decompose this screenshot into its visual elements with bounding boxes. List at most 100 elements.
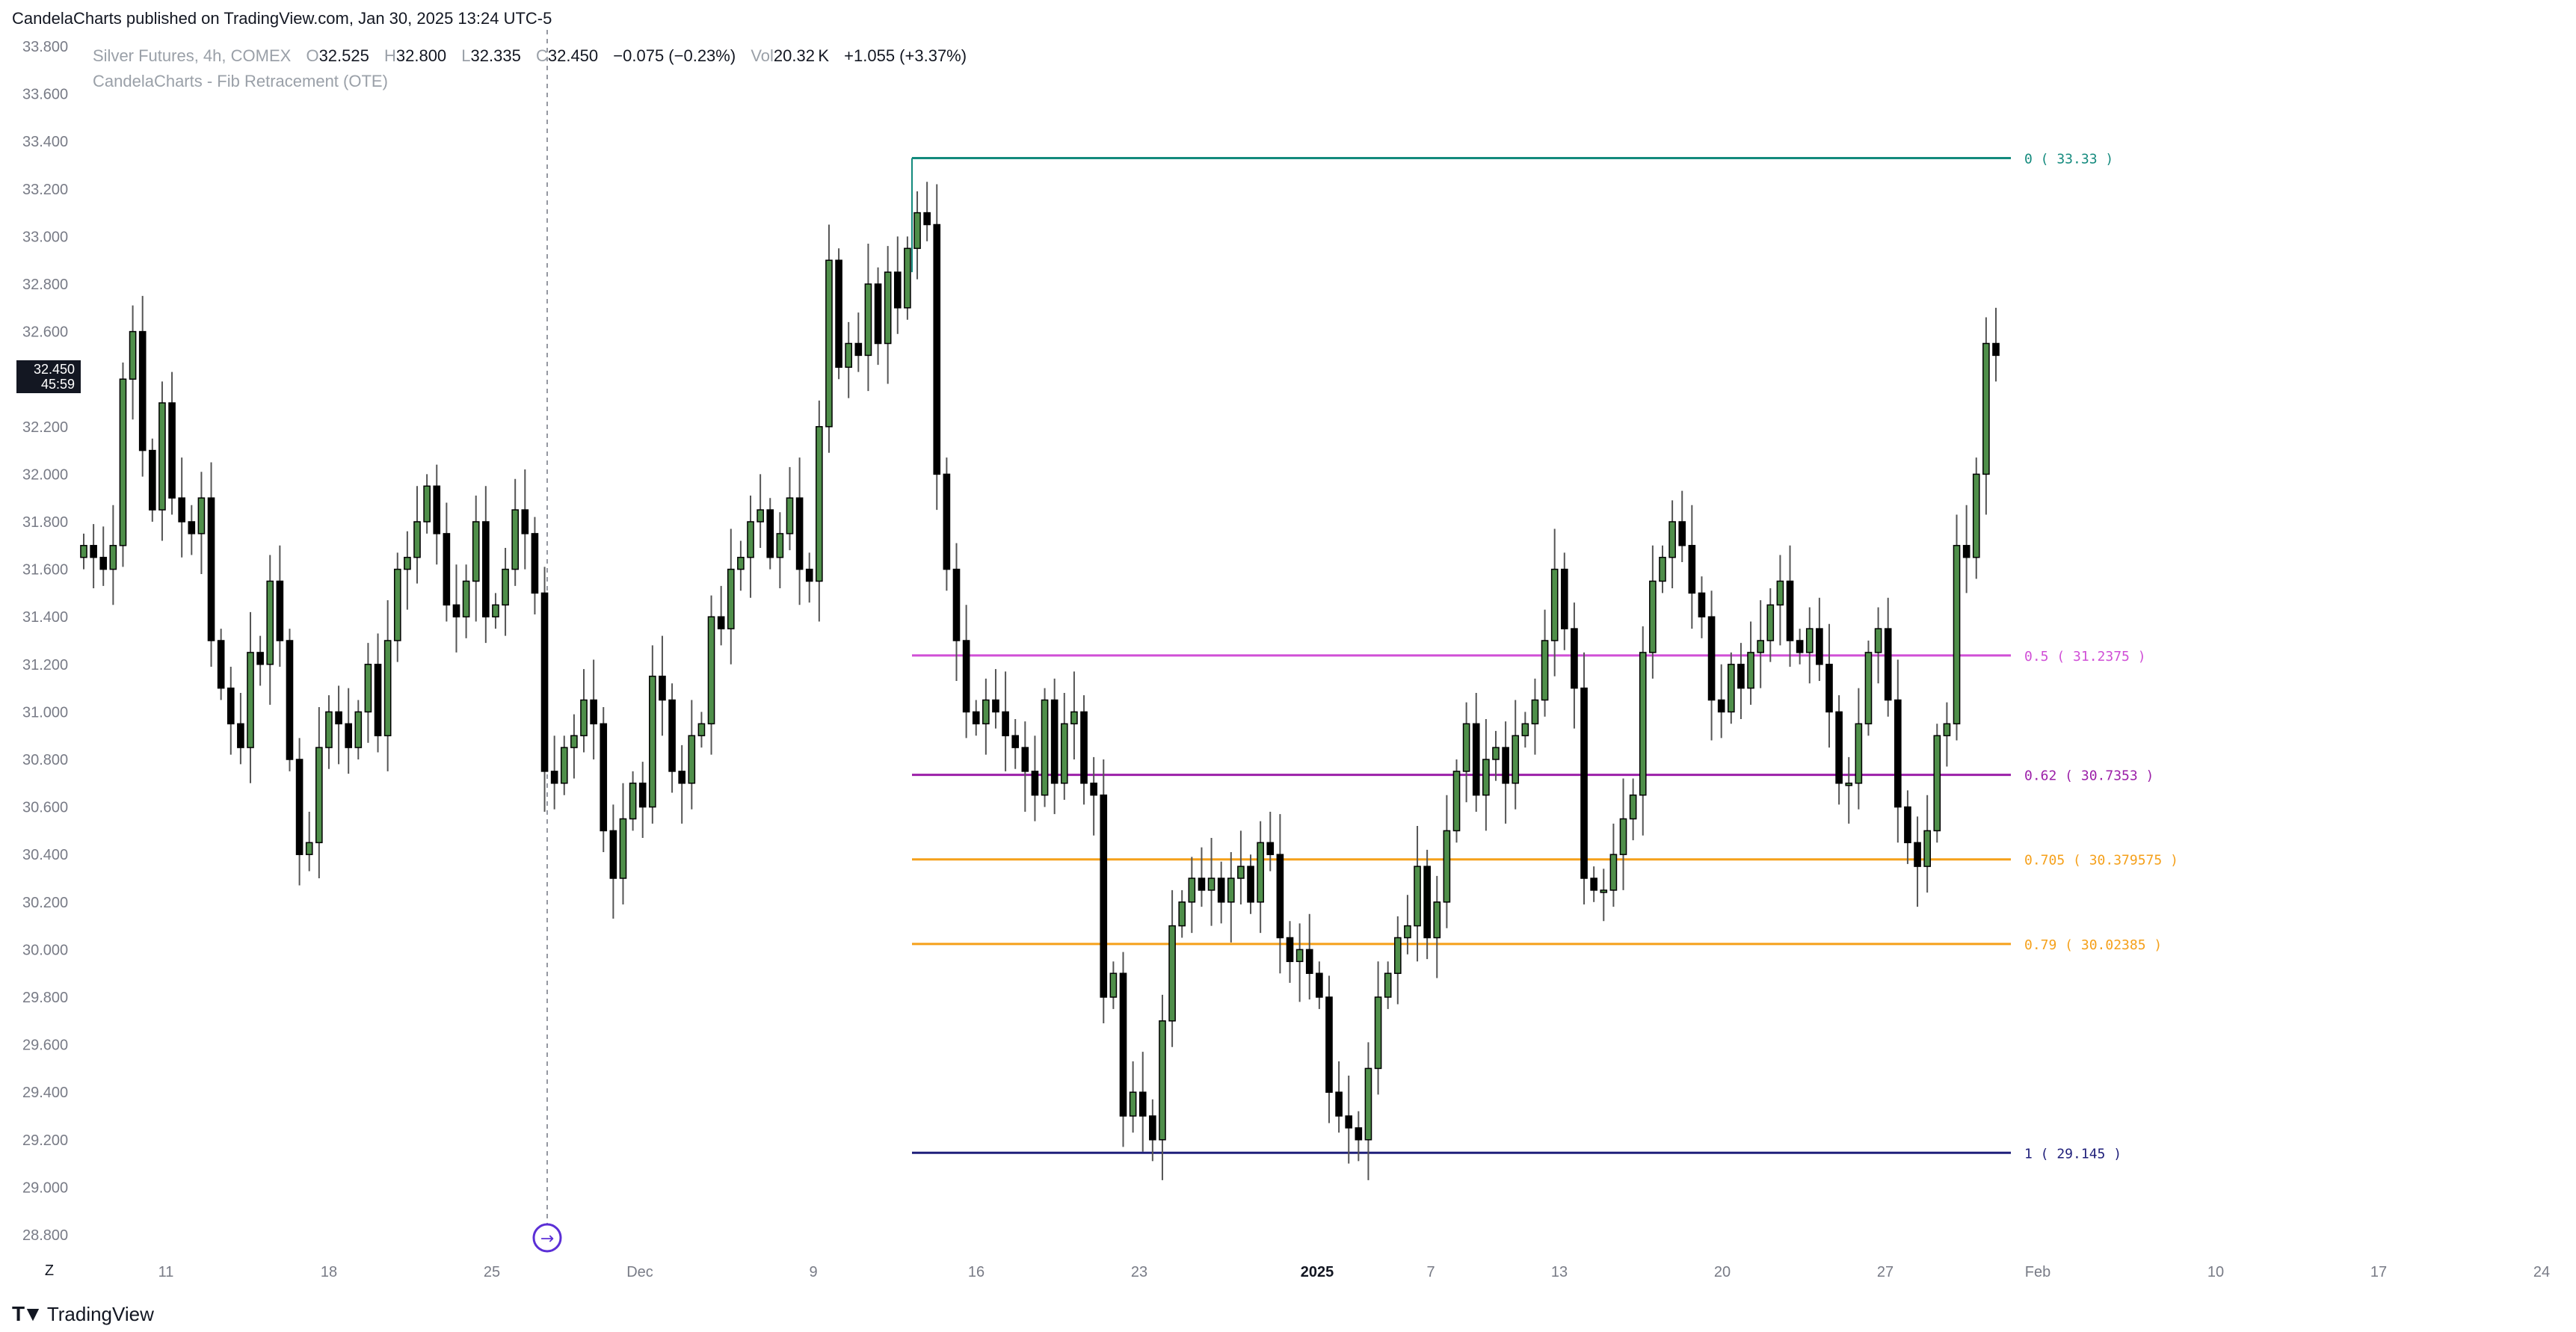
candle-body <box>668 699 676 772</box>
candle-body <box>295 759 303 855</box>
footer-brand[interactable]: T▼ TradingView <box>12 1302 154 1326</box>
candle-body <box>1560 568 1568 629</box>
candle-body <box>904 247 911 309</box>
candle-body <box>1825 664 1833 713</box>
candle-body <box>1717 699 1725 713</box>
volume-value: 20.32 K <box>773 46 830 65</box>
candle-body <box>149 449 156 511</box>
open-label: O <box>306 46 319 65</box>
candle-body <box>1002 711 1009 736</box>
candle-body <box>1393 937 1402 974</box>
candle-body <box>1757 640 1764 653</box>
candle-body <box>1149 1115 1156 1141</box>
symbol-name[interactable]: Silver Futures, 4h, COMEX <box>93 46 292 65</box>
candle-body <box>1835 711 1843 784</box>
candle-body <box>1384 972 1392 998</box>
x-tick-label: 23 <box>1131 1264 1147 1280</box>
candle-body <box>325 711 333 748</box>
candle-body <box>266 580 274 665</box>
publish-info: CandelaCharts published on TradingView.c… <box>12 9 552 28</box>
candle-body <box>619 818 627 879</box>
candle-body <box>1364 1067 1372 1141</box>
candle-body <box>747 521 754 558</box>
candle-body <box>1404 925 1411 939</box>
price-axis[interactable]: 33.800 33.600 33.400 33.200 33.000 32.800 32.6… <box>22 39 68 1244</box>
candle-body <box>874 283 882 345</box>
candle-body <box>1639 652 1647 796</box>
candle-body <box>1325 996 1333 1093</box>
candle-body <box>1041 699 1049 796</box>
x-tick-label: 7 <box>1426 1264 1435 1280</box>
fib-level-label: 0.705 ( 30.379575 ) <box>2024 853 2178 869</box>
candle-body <box>1894 699 1902 808</box>
candle-body <box>1923 830 1931 867</box>
candle-body <box>1521 723 1529 736</box>
candle-body <box>256 652 264 665</box>
fib-level-label: 0.62 ( 30.7353 ) <box>2024 768 2154 784</box>
candle-body <box>1688 545 1696 594</box>
candle-body <box>913 212 921 250</box>
time-axis[interactable]: 11 18 25 Dec 9 16 23 2025 7 13 20 27 Feb 10 17 24 <box>158 1264 2551 1280</box>
candle-body <box>1766 604 1775 641</box>
ohlc-legend[interactable]: Silver Futures, 4h, COMEX O32.525 H32.80… <box>93 46 967 66</box>
candle-body <box>364 664 372 713</box>
high-label: H <box>383 46 396 65</box>
candle-body <box>217 640 225 689</box>
candle-body <box>845 342 853 369</box>
candle-body <box>1050 699 1059 784</box>
candle-body <box>197 497 206 534</box>
candle-body <box>129 330 137 380</box>
y-tick-label: 31.800 <box>22 514 68 531</box>
candle-body <box>1286 937 1294 963</box>
candle-body <box>1805 628 1814 653</box>
candle-body <box>1698 592 1706 617</box>
y-tick-label: 33.000 <box>22 229 68 245</box>
fib-retracement-levels[interactable]: 0 ( 33.33 ) 0.5 ( 31.2375 ) 0.62 ( 30.7353… <box>911 151 2178 1162</box>
candle-body <box>158 402 166 511</box>
indicator-legend[interactable]: CandelaCharts - Fib Retracement (OTE) <box>93 72 388 91</box>
y-tick-label: 33.800 <box>22 39 68 55</box>
candle-body <box>590 699 597 725</box>
candle-body <box>521 509 529 534</box>
y-tick-label: 30.400 <box>22 847 68 863</box>
candle-body <box>1345 1115 1353 1129</box>
candle-body <box>1207 878 1215 891</box>
candle-body <box>1619 818 1627 855</box>
x-tick-label: 2025 <box>1301 1264 1334 1280</box>
candle-body <box>854 342 863 357</box>
candle-body <box>1316 972 1323 998</box>
candle-body <box>1433 901 1441 939</box>
x-tick-label: 25 <box>484 1264 500 1280</box>
candle-body <box>1531 699 1539 725</box>
candle-body <box>1649 580 1657 653</box>
replay-marker[interactable]: → <box>532 1223 562 1253</box>
candle-body <box>1943 723 1951 736</box>
candle-body <box>933 223 941 475</box>
candle-body <box>786 497 794 534</box>
candle-body <box>99 556 108 570</box>
candle-body <box>962 640 970 713</box>
candle-body <box>1707 616 1716 701</box>
candle-body <box>1678 521 1686 546</box>
replay-arrow-icon: → <box>540 1230 554 1248</box>
candle-body <box>354 711 363 748</box>
close-label: C <box>535 46 548 65</box>
indicator-name[interactable]: CandelaCharts - Fib Retracement (OTE) <box>93 72 388 90</box>
candle-body <box>1227 878 1235 903</box>
candle-body <box>1600 889 1608 893</box>
y-tick-label: 32.000 <box>22 466 68 483</box>
candle-body <box>1217 878 1225 903</box>
x-tick-label: Feb <box>2025 1264 2050 1280</box>
candle-body <box>1080 711 1088 784</box>
y-tick-label: 31.000 <box>22 704 68 721</box>
candle-body <box>1845 783 1853 786</box>
y-tick-label: 29.000 <box>22 1180 68 1196</box>
candle-body <box>609 830 617 879</box>
candle-body <box>1178 901 1186 927</box>
candle-body <box>1109 972 1118 998</box>
timezone-button[interactable]: Z <box>44 1262 55 1279</box>
candle-body <box>1159 1020 1166 1141</box>
x-tick-label: 27 <box>1877 1264 1894 1280</box>
candle-body <box>1198 878 1206 891</box>
